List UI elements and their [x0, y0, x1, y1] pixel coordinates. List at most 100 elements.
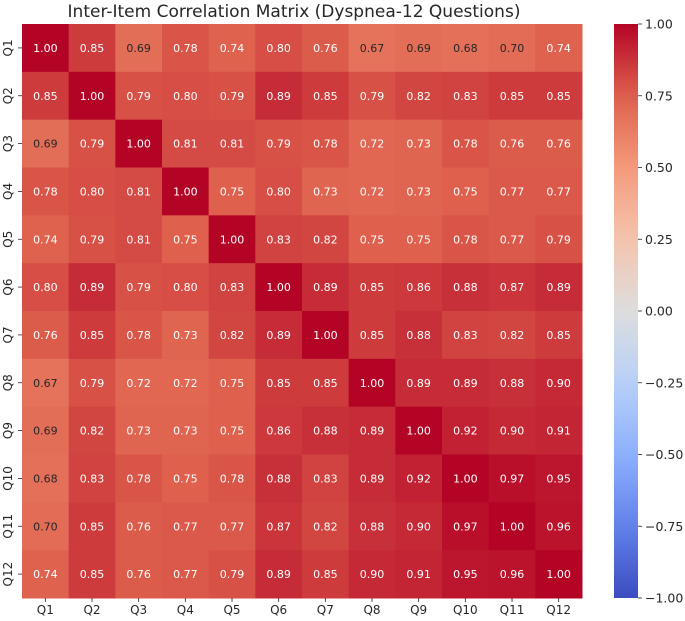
heatmap-cell: [22, 502, 70, 551]
heatmap-cell: [302, 358, 350, 408]
heatmap-cell: [68, 24, 116, 73]
heatmap-cell-label: 0.79: [126, 281, 151, 294]
x-tick-label: Q12: [546, 603, 571, 617]
heatmap-cell-label: 0.76: [33, 329, 58, 342]
heatmap-cell-label: 0.86: [406, 281, 431, 294]
heatmap-cell: [395, 24, 443, 73]
y-tick-label: Q2: [1, 87, 15, 104]
heatmap-cell: [348, 311, 396, 360]
heatmap-cell: [442, 358, 490, 408]
heatmap-cell-label: 0.85: [80, 42, 105, 55]
heatmap-cell: [348, 24, 396, 73]
heatmap-cell: [442, 119, 490, 168]
heatmap-cell-label: 0.89: [360, 425, 385, 438]
heatmap-cell: [208, 454, 256, 503]
heatmap-cell-label: 0.89: [406, 377, 431, 390]
heatmap-cell: [208, 119, 256, 168]
y-tick-label: Q9: [1, 422, 15, 439]
heatmap-cell: [208, 406, 256, 455]
heatmap-cell-label: 0.89: [266, 329, 291, 342]
heatmap-cell-label: 0.76: [313, 42, 338, 55]
heatmap-cell: [22, 71, 70, 121]
heatmap-cell: [535, 215, 583, 264]
heatmap-cell: [68, 358, 116, 408]
heatmap-cell-label: 0.75: [173, 233, 198, 246]
heatmap-cell: [395, 311, 443, 360]
heatmap-cell: [68, 454, 116, 503]
heatmap-cell-label: 0.80: [33, 281, 58, 294]
heatmap-cell-label: 0.97: [500, 472, 525, 485]
x-tick-label: Q10: [453, 603, 478, 617]
heatmap-cell: [22, 406, 70, 455]
heatmap-cell: [442, 454, 490, 503]
heatmap-cell-label: 0.87: [500, 281, 525, 294]
heatmap-cell: [395, 71, 443, 121]
heatmap-cell: [395, 215, 443, 264]
heatmap-cell-label: 0.76: [126, 520, 151, 533]
heatmap-cell-label: 0.69: [126, 42, 151, 55]
heatmap-cell: [488, 358, 536, 408]
heatmap-cell-label: 0.88: [360, 520, 385, 533]
heatmap-cell-label: 0.82: [313, 233, 338, 246]
heatmap-cell: [348, 502, 396, 551]
heatmap-cell-label: 1.00: [266, 281, 291, 294]
heatmap-cell: [488, 311, 536, 360]
heatmap-cell: [302, 406, 350, 455]
heatmap-cell-label: 0.77: [173, 568, 198, 581]
heatmap-cell-label: 0.68: [33, 472, 58, 485]
heatmap-cell-label: 0.96: [546, 520, 571, 533]
heatmap-cell-label: 0.78: [173, 42, 198, 55]
heatmap-cell-label: 0.89: [313, 281, 338, 294]
heatmap-cell-label: 0.92: [453, 425, 478, 438]
heatmap-cell: [442, 167, 490, 216]
heatmap-cell: [535, 550, 583, 599]
heatmap-cell-label: 0.78: [220, 472, 245, 485]
y-tick-label: Q12: [1, 562, 15, 587]
heatmap-cell: [162, 71, 210, 121]
heatmap-cell-label: 0.85: [266, 377, 291, 390]
heatmap-cell-label: 0.81: [220, 138, 245, 151]
heatmap-cell-label: 1.00: [33, 42, 58, 55]
heatmap-cell-label: 0.85: [360, 329, 385, 342]
heatmap-cell: [255, 167, 303, 216]
heatmap-cell: [68, 119, 116, 168]
heatmap-cell-label: 0.78: [33, 185, 58, 198]
heatmap-cell-label: 0.79: [80, 377, 105, 390]
heatmap-cell: [255, 358, 303, 408]
heatmap-cell-label: 0.85: [360, 281, 385, 294]
heatmap-cell: [22, 263, 70, 312]
heatmap-cell: [302, 550, 350, 599]
colorbar-tick-label: 0.75: [645, 88, 673, 103]
heatmap-cells: [22, 24, 583, 599]
x-tick-label: Q11: [500, 603, 525, 617]
heatmap-cell-label: 0.76: [546, 138, 571, 151]
heatmap-cell: [255, 263, 303, 312]
heatmap-cell: [395, 263, 443, 312]
heatmap-cell-label: 0.79: [126, 90, 151, 103]
heatmap-cell: [115, 454, 163, 503]
heatmap-cell-label: 0.75: [220, 425, 245, 438]
heatmap-cell: [488, 406, 536, 455]
heatmap-cell-label: 0.72: [173, 377, 198, 390]
heatmap-cell-label: 0.80: [266, 185, 291, 198]
heatmap-cell-label: 0.75: [406, 233, 431, 246]
heatmap-cell: [488, 550, 536, 599]
heatmap-cell: [302, 119, 350, 168]
heatmap-cell: [68, 71, 116, 121]
heatmap-cell-label: 0.79: [546, 233, 571, 246]
x-tick-label: Q1: [37, 603, 54, 617]
heatmap-cell-label: 0.80: [80, 185, 105, 198]
colorbar-gradient: [614, 24, 638, 598]
heatmap-cell-label: 0.83: [453, 329, 478, 342]
heatmap-cell: [162, 215, 210, 264]
heatmap-cell: [302, 71, 350, 121]
heatmap-cell-label: 0.78: [453, 138, 478, 151]
heatmap-cell-label: 0.75: [173, 472, 198, 485]
heatmap-cell: [348, 119, 396, 168]
heatmap-cell: [208, 24, 256, 73]
x-tick-label: Q4: [177, 603, 194, 617]
heatmap-cell-label: 0.79: [360, 90, 385, 103]
heatmap-cell: [442, 311, 490, 360]
heatmap-cell: [442, 24, 490, 73]
